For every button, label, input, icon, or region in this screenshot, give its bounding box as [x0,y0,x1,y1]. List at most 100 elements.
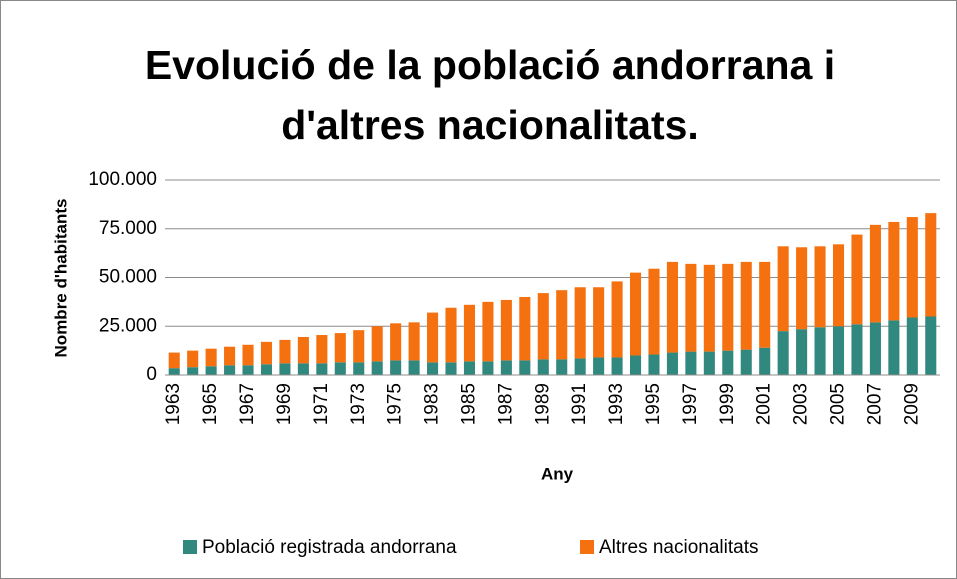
x-tick-label: 1991 [569,383,590,425]
bar [648,354,660,375]
x-axis-label: Any [541,464,574,483]
bar [390,360,402,375]
bar [593,357,605,375]
bar [593,287,605,358]
bar [777,246,789,332]
bar [482,361,494,375]
bar [906,217,918,318]
bar [297,363,309,375]
bar [371,326,383,362]
y-axis-label: Nombre d'habitants [51,199,70,358]
bar [334,333,346,363]
bar [740,349,752,375]
bar [574,287,586,359]
bar [390,323,402,361]
bar [869,322,881,375]
bar [851,234,863,325]
bar [796,247,808,330]
bar [759,347,771,375]
bar [814,327,826,375]
bar [224,346,236,366]
bar [777,331,789,375]
bar [224,365,236,375]
x-tick-label: 1969 [274,383,295,425]
bar [353,330,365,363]
bar [556,290,568,360]
x-tick-label: 1993 [606,383,627,425]
bar [242,365,254,375]
bar [260,364,273,375]
bar [408,360,420,375]
bar [556,359,568,375]
x-tick-label: 1965 [200,383,221,425]
bar [666,261,678,353]
bar [316,335,328,364]
chart-title: Evolució de la població andorrana i [145,42,835,88]
bar [759,261,771,348]
bar [906,317,918,375]
bar [500,299,512,361]
bar [427,312,439,363]
bar [851,324,863,375]
bar [888,320,900,375]
bar [703,264,715,352]
x-tick-label: 1989 [532,383,553,425]
x-tick-label: 2009 [901,383,922,425]
x-tick-label: 1971 [311,383,332,425]
bar [260,341,273,365]
bar [187,350,199,368]
bar [740,261,752,350]
x-tick-label: 1997 [680,383,701,425]
x-tick-label: 1999 [717,383,738,425]
bar [666,352,678,375]
bar [796,329,808,375]
bar [482,301,494,362]
bar [297,336,309,364]
bar [205,348,217,367]
legend-swatch [183,540,197,554]
bar [722,350,734,375]
bar [648,268,660,355]
x-tick-label: 1975 [385,383,406,425]
bar [869,224,881,323]
x-tick-label: 2003 [791,383,812,425]
bar [814,246,826,328]
x-tick-label: 1963 [163,383,184,425]
bar [445,362,457,375]
bar [205,366,217,375]
bar [279,363,291,375]
bar [316,363,328,375]
y-tick-label: 75.000 [99,218,157,239]
x-tick-label: 1985 [458,383,479,425]
x-tick-label: 1995 [643,383,664,425]
bar [463,304,475,362]
bar [500,360,512,375]
x-tick-label: 1983 [422,383,443,425]
y-tick-label: 25.000 [99,315,157,336]
bar [703,351,715,375]
x-tick-label: 1987 [495,383,516,425]
bar [408,322,420,361]
bar [168,368,180,375]
bar [574,358,586,375]
bar [888,221,900,321]
bar [537,359,549,375]
bar [832,244,845,327]
y-tick-label: 100.000 [88,169,157,190]
bar [242,344,254,366]
legend-label: Població registrada andorrana [202,537,457,558]
bar [168,352,180,369]
bar [630,355,642,375]
y-tick-label: 50.000 [99,267,157,288]
bar [832,326,845,375]
x-tick-label: 2001 [754,383,775,425]
bar [187,367,199,375]
bar [334,362,346,375]
bar [925,213,937,317]
bar [685,263,697,352]
bar [519,297,531,361]
bar [630,272,642,356]
bar [463,361,475,375]
bar [537,293,549,360]
